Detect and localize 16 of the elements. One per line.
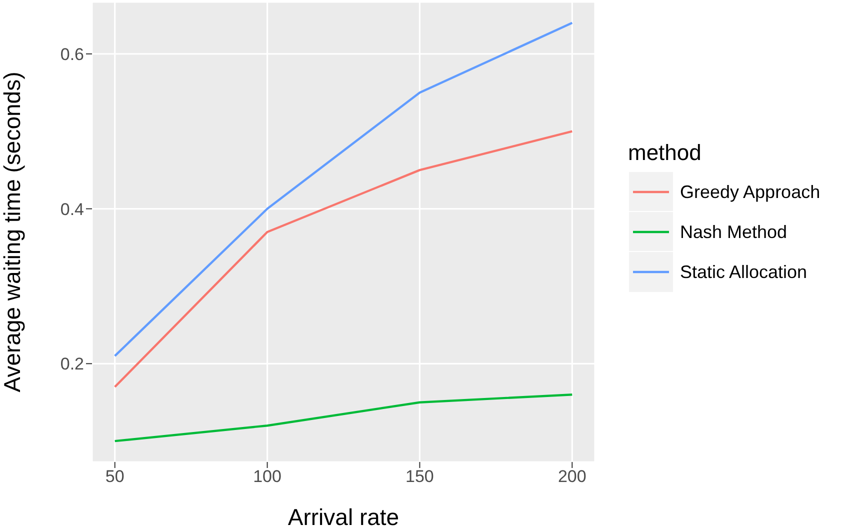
line-series <box>114 130 574 388</box>
x-axis-title: Arrival rate <box>288 504 400 527</box>
x-tick-label: 50 <box>105 467 124 486</box>
y-tick-label: 0.6 <box>60 44 84 64</box>
y-tick-label: 0.4 <box>60 200 84 219</box>
legend-label: Greedy Approach <box>680 182 820 202</box>
y-axis-title: Average waiting time (seconds) <box>0 72 26 392</box>
legend-label: Nash Method <box>680 222 788 242</box>
y-tick-label: 0.2 <box>60 354 84 374</box>
x-tick-label: 100 <box>253 467 282 486</box>
x-tick-label: 150 <box>406 467 434 486</box>
legend-label: Static Allocation <box>680 262 808 282</box>
legend-title: method <box>628 140 702 166</box>
x-tick-label: 200 <box>558 467 586 486</box>
line-series <box>114 394 574 442</box>
line-series <box>114 22 574 358</box>
